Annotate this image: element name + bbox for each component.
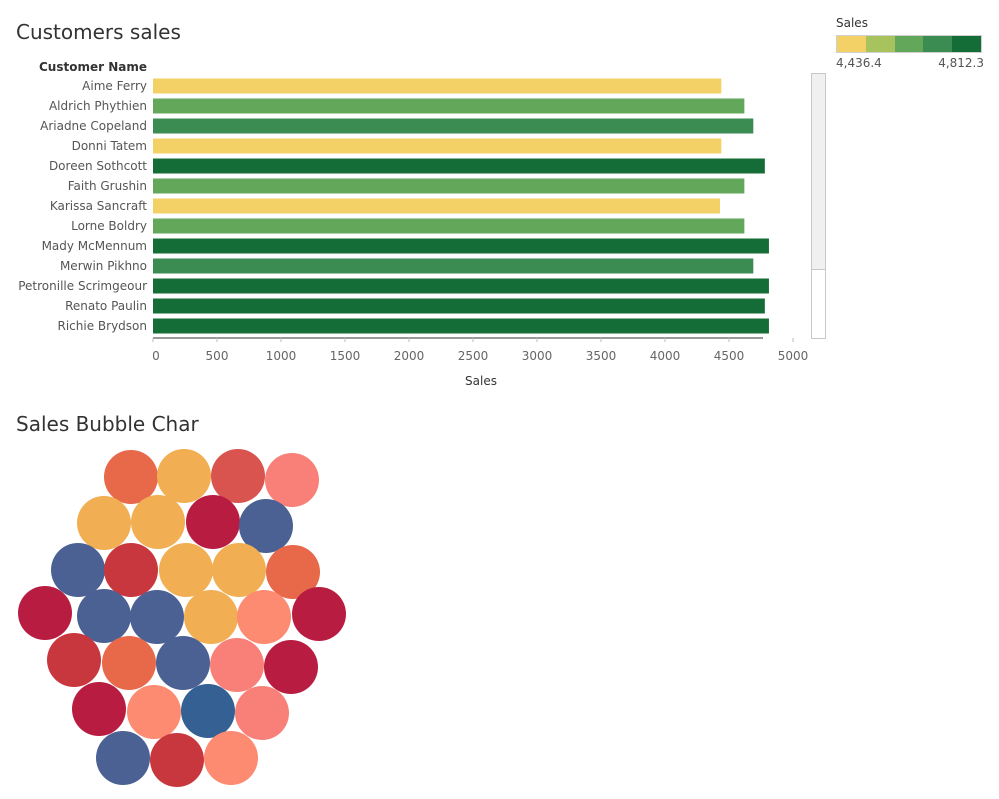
customers-sales-bar-chart: Customer Name Aime Ferry Aldrich Phythien… [18,60,809,388]
category-label: Donni Tatem [72,139,147,153]
category-label: Ariadne Copeland [40,119,147,133]
legend-swatch-2 [894,36,924,52]
x-axis-label: Sales [465,374,497,388]
bar-richie-brydson[interactable] [153,318,769,334]
bubble-21[interactable] [156,636,210,690]
bubble-30[interactable] [204,731,258,785]
legend-swatch-0 [837,36,866,52]
bar-ariadne-copeland[interactable] [153,118,754,134]
category-label: Richie Brydson [58,319,148,333]
bar-aime-ferry[interactable] [153,78,722,94]
bubble-15[interactable] [130,590,184,644]
x-tick-label: 2500 [458,349,489,363]
bubble-3[interactable] [265,453,319,507]
bubble-23[interactable] [264,640,318,694]
bubble-6[interactable] [186,495,240,549]
category-label: Faith Grushin [68,179,147,193]
bubble-16[interactable] [184,590,238,644]
legend-color-ramp [836,35,982,53]
row-header-customer-name: Customer Name [39,60,147,74]
bubble-19[interactable] [47,633,101,687]
bubble-chart-title: Sales Bubble Char [16,412,199,436]
bubble-22[interactable] [210,638,264,692]
legend-swatch-3 [923,36,953,52]
x-tick-label: 3500 [586,349,617,363]
sales-bubble-chart [18,449,346,787]
bubble-7[interactable] [239,499,293,553]
category-label: Renato Paulin [65,299,147,313]
category-label: Karissa Sancraft [50,199,147,213]
bubble-27[interactable] [235,686,289,740]
bubble-26[interactable] [181,684,235,738]
bar-karissa-sancraft[interactable] [153,198,721,214]
bubble-24[interactable] [72,682,126,736]
bar-aldrich-phythien[interactable] [153,98,745,114]
bubble-17[interactable] [237,590,291,644]
bar-lorne-boldry[interactable] [153,218,745,234]
x-tick-label: 1500 [330,349,361,363]
legend-swatch-1 [865,36,895,52]
x-tick-label: 4500 [714,349,745,363]
legend-max-label: 4,812.3 [938,56,984,70]
bar-doreen-sothcott[interactable] [153,158,765,174]
x-tick-label: 2000 [394,349,425,363]
bar-faith-grushin[interactable] [153,178,745,194]
category-label: Merwin Pikhno [60,259,147,273]
bubble-8[interactable] [51,543,105,597]
x-tick-label: 500 [206,349,229,363]
category-label: Aldrich Phythien [49,99,147,113]
bubble-14[interactable] [77,589,131,643]
bar-petronille-scrimgeour[interactable] [153,278,769,294]
category-label: Doreen Sothcott [49,159,147,173]
bubble-12[interactable] [266,545,320,599]
bubble-29[interactable] [150,733,204,787]
bubble-0[interactable] [104,450,158,504]
category-label: Lorne Boldry [71,219,147,233]
legend-labels: 4,436.4 4,812.3 [836,56,984,70]
bubble-18[interactable] [292,587,346,641]
x-tick-label: 0 [152,349,160,363]
x-tick-label: 5000 [778,349,809,363]
legend-title: Sales [836,16,868,30]
bubble-10[interactable] [159,543,213,597]
legend-swatch-4 [952,36,981,52]
bubble-28[interactable] [96,731,150,785]
bubble-25[interactable] [127,685,181,739]
bubble-9[interactable] [104,543,158,597]
bar-donni-tatem[interactable] [153,138,722,154]
scrollbar-thumb[interactable] [812,74,825,270]
bubble-11[interactable] [212,543,266,597]
x-tick-label: 1000 [266,349,297,363]
bar-mady-mcmennum[interactable] [153,238,769,254]
bar-merwin-pikhno[interactable] [153,258,754,274]
category-label: Petronille Scrimgeour [18,279,147,293]
bubble-2[interactable] [211,449,265,503]
bar-chart-title: Customers sales [16,20,181,44]
bubble-20[interactable] [102,636,156,690]
bar-renato-paulin[interactable] [153,298,765,314]
color-legend: Sales 4,436.4 4,812.3 [836,16,986,70]
bubble-5[interactable] [131,495,185,549]
x-tick-label: 4000 [650,349,681,363]
bubble-4[interactable] [77,496,131,550]
x-tick-label: 3000 [522,349,553,363]
bubble-13[interactable] [18,586,72,640]
vertical-scrollbar[interactable] [811,73,826,339]
legend-min-label: 4,436.4 [836,56,882,70]
category-label: Mady McMennum [42,239,147,253]
category-label: Aime Ferry [82,79,147,93]
bubble-1[interactable] [157,449,211,503]
